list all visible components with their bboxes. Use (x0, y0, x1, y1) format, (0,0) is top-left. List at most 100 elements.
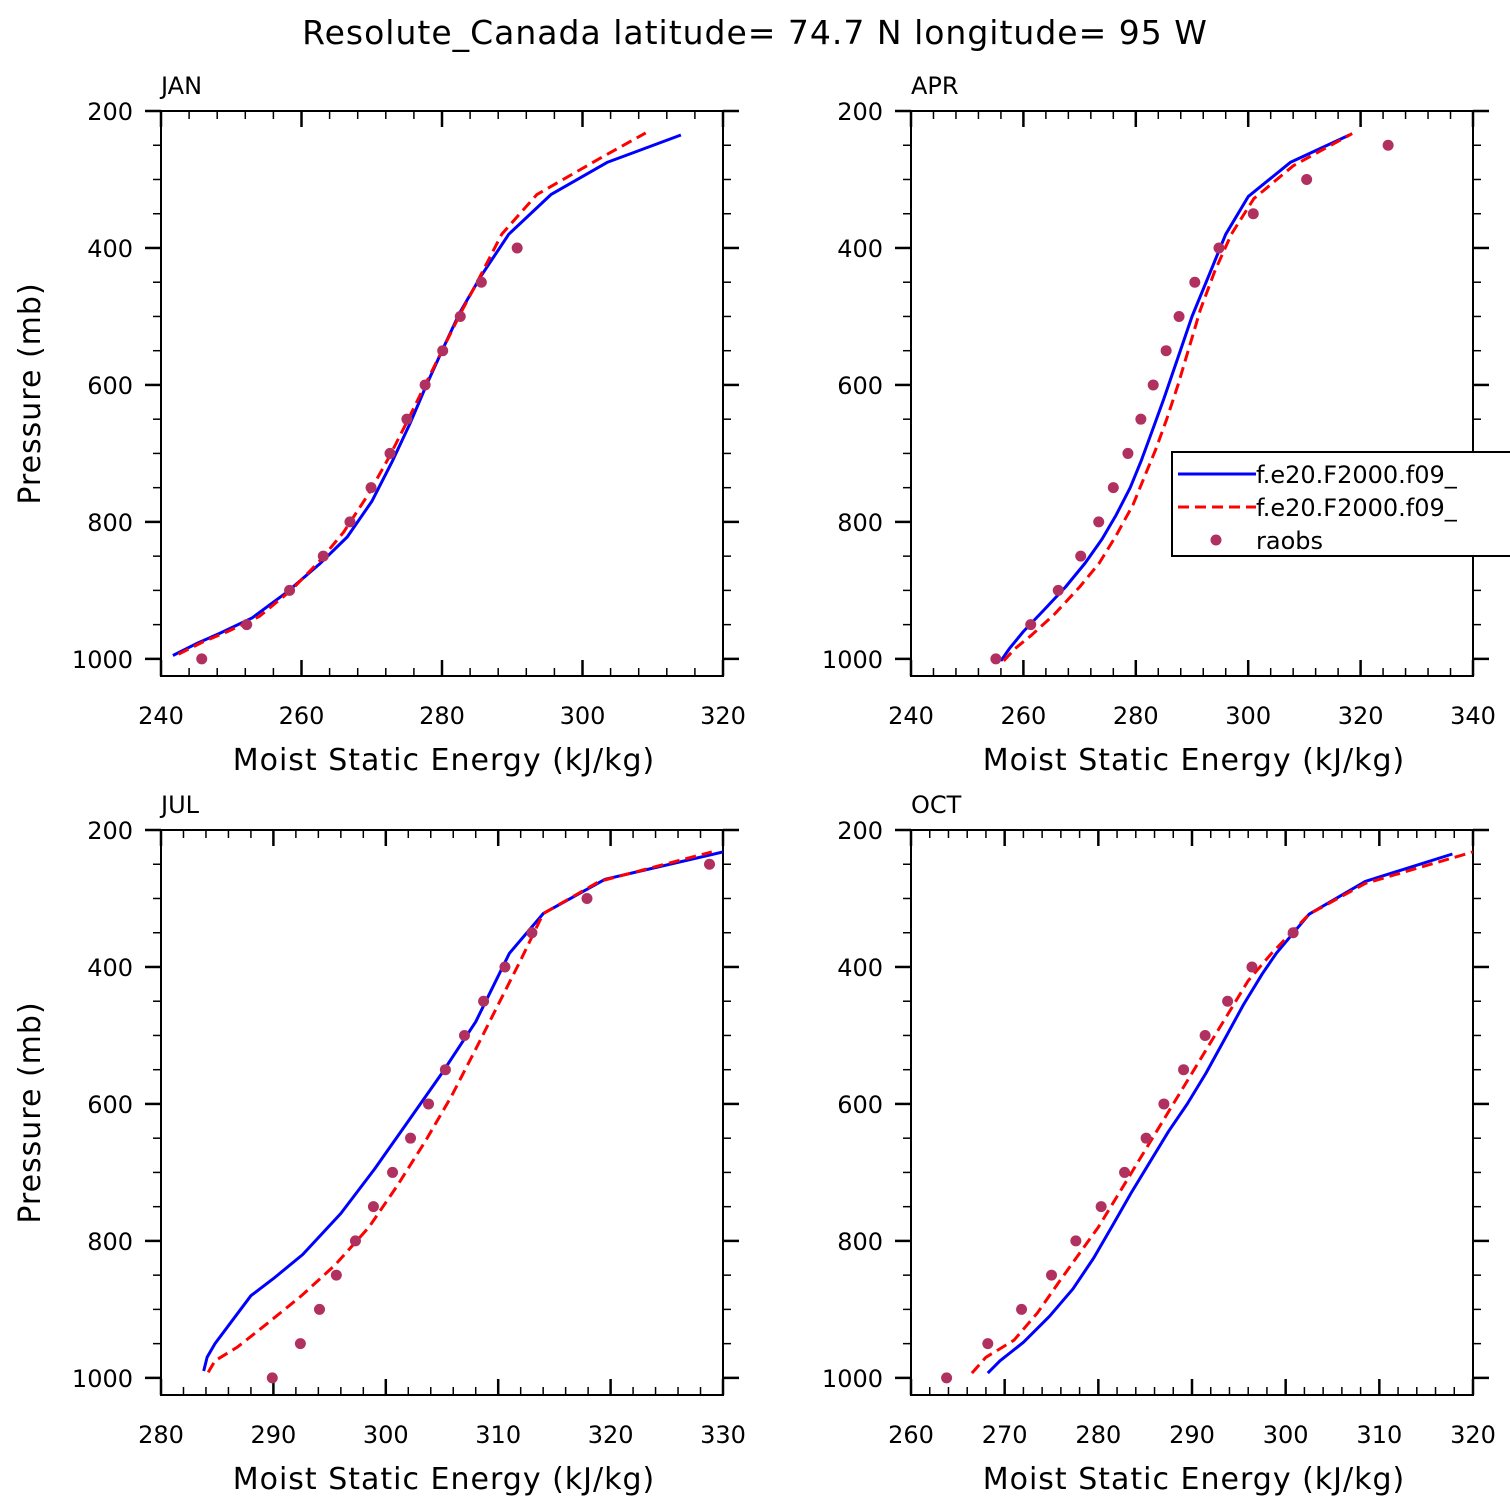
raobs-point (266, 1372, 278, 1384)
series-line-dashed (970, 850, 1473, 1375)
x-tick-label: 270 (982, 1421, 1028, 1449)
raobs-point (454, 310, 466, 322)
x-tick-label: 290 (1169, 1421, 1215, 1449)
x-tick-label: 260 (1000, 702, 1046, 730)
raobs-point (387, 1166, 399, 1178)
y-tick-label: 1000 (822, 646, 883, 674)
y-tick-label: 600 (837, 1091, 883, 1119)
raobs-point (196, 653, 208, 665)
x-tick-label: 300 (560, 702, 606, 730)
raobs-point (1025, 619, 1037, 631)
panel-title: JUL (159, 791, 200, 819)
x-tick-label: 260 (888, 1421, 934, 1449)
panel-oct: OCT 260 270 280 290 300 310 320 200 400 600 800 1000… (822, 791, 1496, 1497)
raobs-point (1135, 413, 1147, 425)
raobs-point (1046, 1269, 1057, 1281)
raobs-point (365, 482, 377, 494)
raobs-point (1160, 345, 1172, 357)
raobs-point (439, 1064, 451, 1076)
series-line-solid (172, 133, 682, 657)
x-tick-label: 280 (1113, 702, 1159, 730)
legend-label: f.e20.F2000.f09_ (1256, 494, 1458, 522)
raobs-point (1052, 584, 1064, 596)
x-tick-label: 280 (419, 702, 465, 730)
y-tick-label: 200 (87, 817, 133, 845)
raobs-point (1173, 310, 1185, 322)
raobs-point (1301, 173, 1313, 185)
raobs-point (284, 584, 296, 596)
y-tick-label: 600 (87, 372, 133, 400)
series-line-solid (986, 852, 1453, 1375)
series-line-solid (202, 850, 723, 1372)
raobs-point (704, 858, 716, 870)
y-axis-label: Pressure (mb) (13, 1001, 48, 1223)
raobs-point (401, 413, 413, 425)
raobs-point (1119, 1166, 1131, 1178)
x-axis-label: Moist Static Energy (kJ/kg) (233, 1462, 656, 1497)
raobs-point (294, 1338, 306, 1350)
y-tick-label: 1000 (72, 646, 133, 674)
raobs-point (349, 1235, 361, 1247)
y-tick-label: 400 (837, 235, 883, 263)
raobs-point (1199, 1029, 1211, 1041)
raobs-point (475, 276, 487, 288)
raobs-point (1178, 1064, 1190, 1076)
x-tick-label: 310 (475, 1421, 521, 1449)
raobs-point (1189, 276, 1201, 288)
x-tick-label: 240 (138, 702, 184, 730)
y-axis-label: Pressure (mb) (13, 282, 48, 504)
panel-jul: JUL 280 290 300 310 320 330 200 400 600 800 1000 Moi… (13, 791, 746, 1497)
series-line-dashed (1002, 132, 1353, 662)
panel-title: JAN (159, 72, 202, 100)
y-tick-label: 200 (87, 98, 133, 126)
raobs-point (458, 1029, 470, 1041)
raobs-point (1140, 1132, 1152, 1144)
raobs-point (1075, 550, 1087, 562)
figure-title: Resolute_Canada latitude= 74.7 N longitu… (302, 13, 1208, 52)
x-tick-label: 290 (250, 1421, 296, 1449)
raobs-point (941, 1372, 953, 1384)
x-tick-label: 300 (1263, 1421, 1309, 1449)
raobs-point (313, 1303, 325, 1315)
y-tick-label: 200 (837, 817, 883, 845)
raobs-point (317, 550, 329, 562)
plot-frame (160, 110, 724, 677)
raobs-point (419, 379, 431, 391)
x-tick-label: 330 (700, 1421, 746, 1449)
plot-area (941, 850, 1473, 1384)
raobs-point (1222, 995, 1234, 1007)
y-tick-label: 1000 (822, 1365, 883, 1393)
raobs-point (1158, 1098, 1170, 1110)
y-tick-label: 800 (837, 1228, 883, 1256)
plot-frame (160, 829, 724, 1396)
y-tick-label: 800 (837, 509, 883, 537)
x-tick-label: 310 (1356, 1421, 1402, 1449)
raobs-point (241, 619, 253, 631)
panel-jan: JAN 240 260 280 300 320 200 400 600 800 1000 Moist … (13, 72, 746, 778)
raobs-point (1147, 379, 1159, 391)
y-tick-label: 400 (87, 954, 133, 982)
y-tick-label: 600 (837, 372, 883, 400)
raobs-point (990, 653, 1002, 665)
panel-title: APR (911, 72, 959, 100)
y-tick-label: 200 (837, 98, 883, 126)
plot-frame (910, 829, 1474, 1396)
series-line-solid (999, 133, 1351, 662)
raobs-point (1382, 139, 1394, 151)
x-tick-label: 260 (279, 702, 325, 730)
plot-frame (910, 110, 1474, 677)
raobs-point (1070, 1235, 1082, 1247)
raobs-point (437, 345, 449, 357)
raobs-point (1107, 482, 1119, 494)
legend-label: raobs (1256, 527, 1323, 555)
panel-title: OCT (911, 791, 962, 819)
x-tick-label: 240 (888, 702, 934, 730)
x-tick-label: 280 (138, 1421, 184, 1449)
x-axis-label: Moist Static Energy (kJ/kg) (233, 743, 656, 778)
legend: f.e20.F2000.f09_ f.e20.F2000.f09_raobs (1171, 451, 1510, 557)
raobs-point (581, 892, 593, 904)
y-tick-label: 1000 (72, 1365, 133, 1393)
plot-area (990, 132, 1394, 665)
raobs-point (526, 927, 538, 939)
raobs-point (511, 242, 523, 254)
